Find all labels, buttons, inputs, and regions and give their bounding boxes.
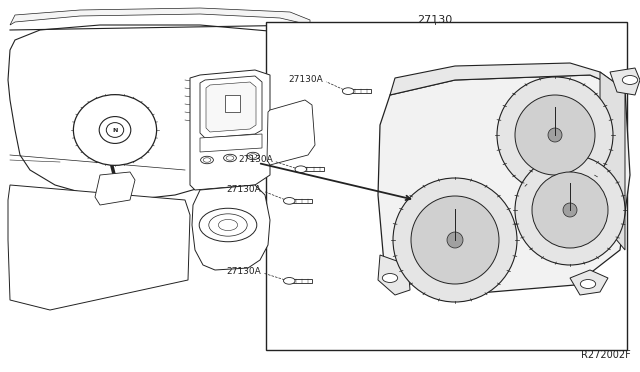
Ellipse shape — [515, 95, 595, 175]
Polygon shape — [570, 270, 608, 295]
Circle shape — [622, 76, 637, 84]
Ellipse shape — [74, 94, 157, 166]
Text: 27130: 27130 — [417, 16, 453, 25]
Polygon shape — [267, 100, 315, 165]
Polygon shape — [200, 76, 262, 138]
Circle shape — [580, 279, 596, 288]
Ellipse shape — [515, 155, 625, 265]
Ellipse shape — [532, 172, 608, 248]
Bar — [266, 22, 627, 350]
Polygon shape — [378, 75, 630, 295]
Circle shape — [218, 219, 237, 231]
Ellipse shape — [393, 178, 517, 302]
Polygon shape — [390, 63, 625, 95]
Polygon shape — [190, 70, 270, 190]
Circle shape — [246, 152, 259, 160]
Circle shape — [223, 154, 236, 162]
Polygon shape — [378, 255, 410, 295]
Circle shape — [382, 273, 397, 282]
Polygon shape — [10, 8, 310, 25]
Ellipse shape — [447, 232, 463, 248]
Bar — [301, 167, 324, 171]
Ellipse shape — [99, 116, 131, 144]
Ellipse shape — [548, 128, 562, 142]
Polygon shape — [8, 25, 318, 200]
Circle shape — [203, 158, 211, 162]
Circle shape — [226, 156, 234, 160]
Ellipse shape — [563, 203, 577, 217]
Text: 27130A: 27130A — [289, 76, 323, 84]
Polygon shape — [95, 172, 135, 205]
Text: N: N — [112, 128, 118, 132]
Polygon shape — [206, 82, 256, 132]
Text: 27130A: 27130A — [238, 155, 273, 164]
Polygon shape — [192, 185, 270, 270]
Polygon shape — [8, 185, 190, 310]
Polygon shape — [610, 68, 640, 95]
Text: 27130A: 27130A — [227, 267, 261, 276]
Polygon shape — [225, 95, 240, 112]
Ellipse shape — [106, 123, 124, 137]
Circle shape — [295, 166, 307, 173]
Bar — [289, 199, 312, 203]
Circle shape — [209, 214, 247, 236]
Ellipse shape — [497, 77, 613, 193]
Circle shape — [284, 198, 295, 204]
Text: 27130A: 27130A — [227, 185, 261, 194]
Bar — [348, 89, 371, 93]
Circle shape — [342, 88, 354, 94]
Polygon shape — [600, 72, 625, 250]
Circle shape — [284, 278, 295, 284]
Polygon shape — [200, 134, 262, 152]
Circle shape — [200, 156, 213, 164]
Ellipse shape — [411, 196, 499, 284]
Text: R272002F: R272002F — [580, 350, 630, 360]
Circle shape — [199, 208, 257, 242]
Bar — [289, 279, 312, 283]
Circle shape — [249, 154, 257, 158]
